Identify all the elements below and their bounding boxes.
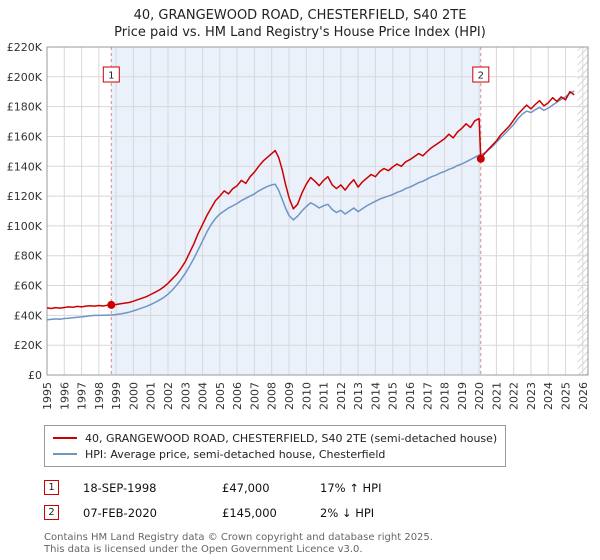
svg-text:2023: 2023 — [525, 382, 538, 410]
page-subtitle: Price paid vs. HM Land Registry's House … — [114, 25, 486, 40]
attribution-footer: Contains HM Land Registry data © Crown c… — [44, 532, 600, 556]
sale-1-flag — [102, 66, 120, 83]
svg-text:1999: 1999 — [110, 382, 123, 410]
sale-2-hpi-delta: 2% ↓ HPI — [320, 505, 375, 520]
svg-text:£20K: £20K — [14, 339, 43, 352]
sale-2-date: 07-FEB-2020 — [83, 505, 157, 520]
sale-2-point — [476, 154, 485, 163]
footer-line-1: Contains HM Land Registry data © Crown c… — [44, 532, 433, 543]
svg-text:2022: 2022 — [508, 382, 521, 410]
svg-text:1996: 1996 — [58, 382, 71, 410]
ownership-period-band — [111, 47, 481, 375]
svg-text:2005: 2005 — [214, 382, 227, 410]
svg-text:2007: 2007 — [248, 382, 261, 410]
svg-text:2004: 2004 — [197, 382, 210, 410]
sale-annotation-2: 2 07-FEB-2020 £145,000 2% ↓ HPI — [44, 505, 600, 520]
sale-1-price: £47,000 — [222, 480, 270, 495]
svg-text:£0: £0 — [28, 369, 42, 382]
svg-text:2016: 2016 — [404, 382, 417, 410]
svg-text:2025: 2025 — [560, 382, 573, 410]
svg-text:1997: 1997 — [76, 382, 89, 410]
svg-text:2009: 2009 — [283, 382, 296, 410]
svg-text:£200K: £200K — [7, 71, 43, 84]
svg-text:2: 2 — [478, 71, 484, 82]
svg-text:1: 1 — [108, 71, 114, 82]
svg-text:£100K: £100K — [7, 220, 43, 233]
svg-text:£160K: £160K — [7, 131, 43, 144]
legend-label-hpi: HPI: Average price, semi-detached house,… — [85, 447, 386, 461]
legend-row-property: 40, GRANGEWOOD ROAD, CHESTERFIELD, S40 2… — [53, 430, 497, 446]
svg-text:1995: 1995 — [41, 382, 54, 410]
chart-header: 40, GRANGEWOOD ROAD, CHESTERFIELD, S40 2… — [0, 0, 600, 41]
svg-text:£220K: £220K — [7, 41, 43, 54]
svg-text:2020: 2020 — [473, 382, 486, 410]
svg-text:2026: 2026 — [577, 382, 590, 410]
legend-swatch-property-line — [53, 437, 77, 439]
sale-1-date: 18-SEP-1998 — [83, 480, 157, 495]
svg-text:£80K: £80K — [14, 250, 43, 263]
svg-text:2015: 2015 — [387, 382, 400, 410]
chart-axis-labels: £0 £20K £40K £60K £80K £100K £120K £140K £160K £1… — [7, 41, 590, 410]
svg-text:2000: 2000 — [127, 382, 140, 410]
chart-grid — [46, 46, 589, 376]
svg-text:2017: 2017 — [421, 382, 434, 410]
svg-text:2014: 2014 — [369, 382, 382, 410]
legend-label-property: 40, GRANGEWOOD ROAD, CHESTERFIELD, S40 2… — [85, 431, 498, 445]
property-series-line — [46, 90, 575, 310]
svg-text:2008: 2008 — [266, 382, 279, 410]
chart-series — [46, 90, 575, 321]
svg-text:£140K: £140K — [7, 160, 43, 173]
svg-text:£40K: £40K — [14, 309, 43, 322]
legend-swatch-hpi-line — [53, 453, 77, 455]
sale-2-flag — [472, 66, 490, 83]
svg-text:£60K: £60K — [14, 280, 43, 293]
svg-text:2010: 2010 — [300, 382, 313, 410]
page-title: 40, GRANGEWOOD ROAD, CHESTERFIELD, S40 2… — [133, 8, 467, 23]
sale-1-number-box: 1 — [44, 480, 59, 495]
svg-text:2024: 2024 — [542, 382, 555, 410]
svg-text:2003: 2003 — [179, 382, 192, 410]
svg-text:2011: 2011 — [318, 382, 331, 410]
svg-text:2012: 2012 — [335, 382, 348, 410]
sale-1-hpi-delta: 17% ↑ HPI — [320, 480, 382, 495]
sale-2-price: £145,000 — [222, 505, 277, 520]
svg-text:2006: 2006 — [231, 382, 244, 410]
svg-text:2021: 2021 — [490, 382, 503, 410]
sale-2-number-box: 2 — [44, 505, 59, 520]
svg-text:2019: 2019 — [456, 382, 469, 410]
sale-annotation-1: 1 18-SEP-1998 £47,000 17% ↑ HPI — [44, 480, 600, 495]
chart-legend: 40, GRANGEWOOD ROAD, CHESTERFIELD, S40 2… — [44, 425, 506, 467]
sale-1-point — [107, 300, 116, 309]
footer-line-2: This data is licensed under the Open Gov… — [44, 544, 363, 555]
svg-text:£180K: £180K — [7, 101, 43, 114]
svg-text:2013: 2013 — [352, 382, 365, 410]
legend-row-hpi: HPI: Average price, semi-detached house,… — [53, 446, 497, 462]
svg-text:2001: 2001 — [145, 382, 158, 410]
svg-text:2018: 2018 — [439, 382, 452, 410]
svg-text:£120K: £120K — [7, 190, 43, 203]
svg-text:2002: 2002 — [162, 382, 175, 410]
svg-text:1998: 1998 — [93, 382, 106, 410]
